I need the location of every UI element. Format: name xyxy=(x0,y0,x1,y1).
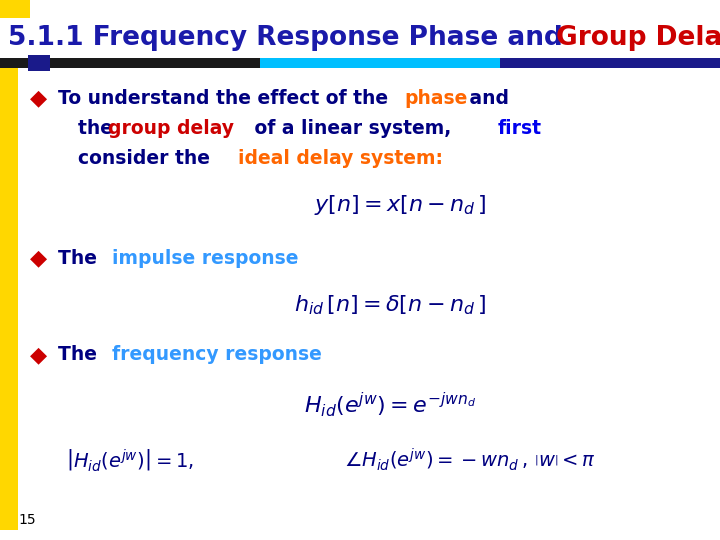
Bar xyxy=(260,58,500,68)
Text: ◆: ◆ xyxy=(30,248,47,268)
Bar xyxy=(0,68,18,530)
Text: consider the: consider the xyxy=(78,148,217,167)
Text: $\angle H_{id}\left(e^{jw}\right)= -wn_d\,,\,\left|w\right|< \pi$: $\angle H_{id}\left(e^{jw}\right)= -wn_d… xyxy=(344,447,595,473)
Text: 5.1.1 Frequency Response Phase and: 5.1.1 Frequency Response Phase and xyxy=(8,25,572,51)
Text: ◆: ◆ xyxy=(30,88,47,108)
Text: and: and xyxy=(463,89,509,107)
Bar xyxy=(0,58,260,68)
Text: $H_{id}\left(e^{jw}\right)= e^{-jwn_d}$: $H_{id}\left(e^{jw}\right)= e^{-jwn_d}$ xyxy=(304,390,476,420)
Text: $y[n]= x[n-n_d\,]$: $y[n]= x[n-n_d\,]$ xyxy=(314,193,486,217)
Bar xyxy=(28,55,50,71)
Text: first: first xyxy=(498,118,542,138)
Text: frequency response: frequency response xyxy=(112,346,322,365)
Text: To understand the effect of the: To understand the effect of the xyxy=(58,89,395,107)
Text: $h_{id}\,[n]= \delta[n-n_d\,]$: $h_{id}\,[n]= \delta[n-n_d\,]$ xyxy=(294,293,486,317)
Bar xyxy=(500,58,720,68)
Text: The: The xyxy=(58,346,104,365)
Text: $\left|H_{id}\left(e^{jw}\right)\right|= 1,$: $\left|H_{id}\left(e^{jw}\right)\right|=… xyxy=(66,447,194,473)
Text: of a linear system,: of a linear system, xyxy=(248,118,458,138)
Text: group delay: group delay xyxy=(108,118,234,138)
Text: the: the xyxy=(78,118,120,138)
Text: Group Delay: Group Delay xyxy=(556,25,720,51)
Text: ideal delay system:: ideal delay system: xyxy=(238,148,443,167)
Bar xyxy=(0,0,720,58)
Text: phase: phase xyxy=(404,89,467,107)
Bar xyxy=(0,0,30,18)
Text: 15: 15 xyxy=(18,513,35,527)
Text: ◆: ◆ xyxy=(30,345,47,365)
Text: impulse response: impulse response xyxy=(112,248,299,267)
Text: The: The xyxy=(58,248,104,267)
